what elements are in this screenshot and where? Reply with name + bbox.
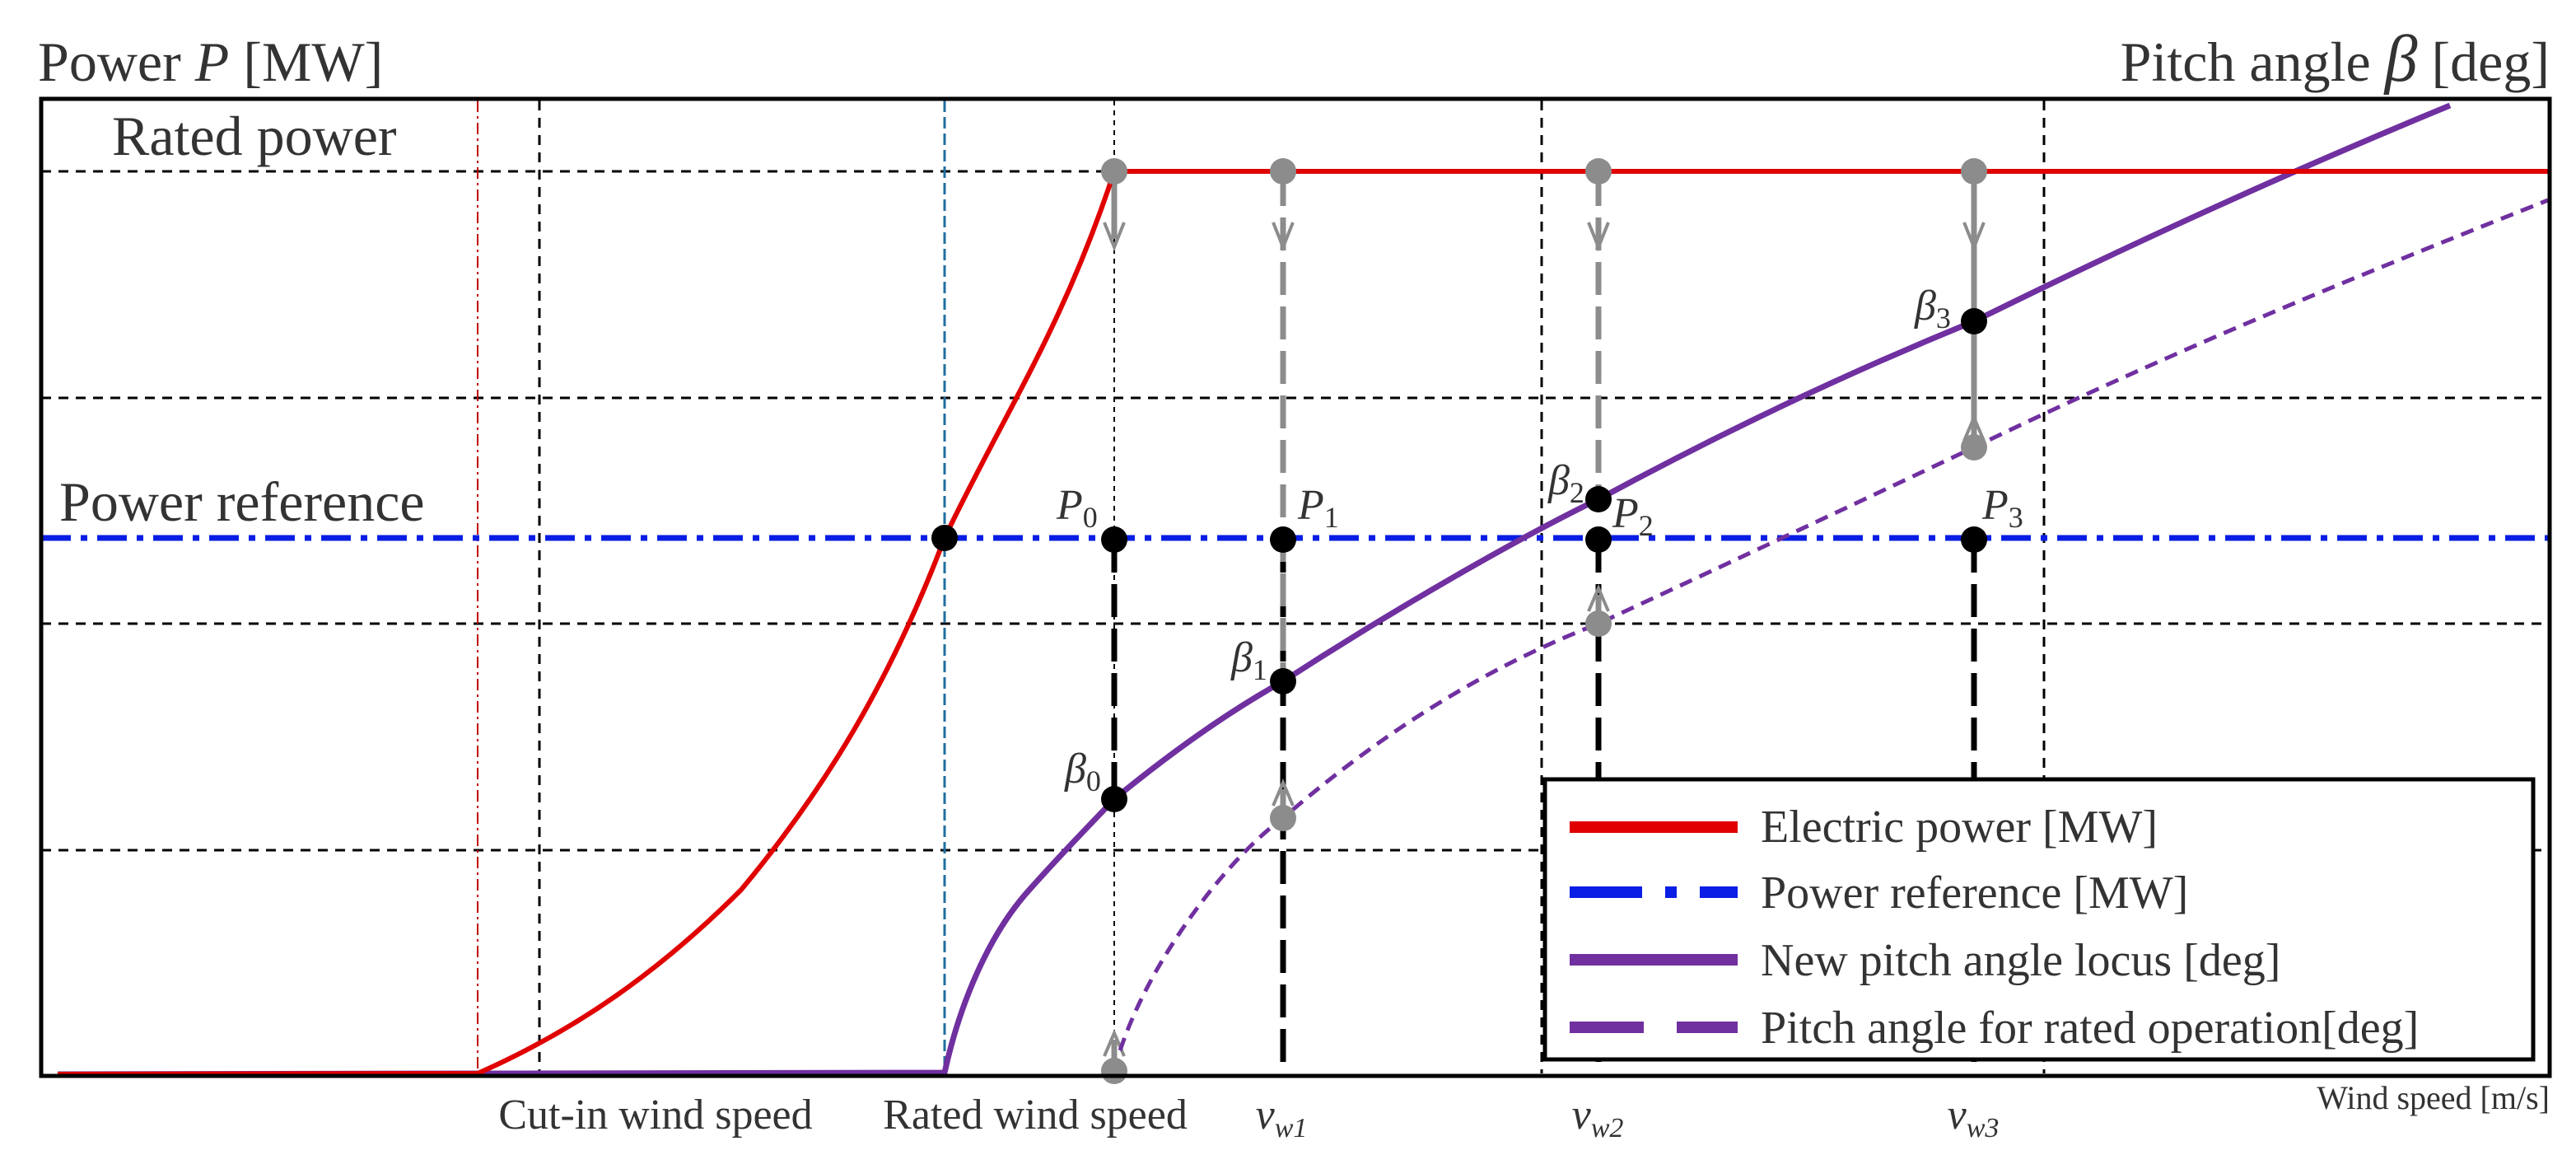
plot-frame: [39, 96, 2552, 1078]
legend-label-rated-pitch: Pitch angle for rated operation[deg]: [1761, 1003, 2419, 1054]
label-p1: P1: [1297, 482, 1339, 534]
label-p3: P3: [1981, 482, 2023, 534]
rated-power-label-bg: [99, 103, 445, 167]
label-p2: P2: [1612, 490, 1654, 542]
arrowhead-p2: [1587, 222, 1610, 252]
rated-power-label: Rated power: [112, 105, 397, 167]
x-tick-rated: Rated wind speed: [883, 1092, 1188, 1139]
x-tick-vw2: vw2: [1572, 1092, 1624, 1143]
electric-power-curve: [57, 169, 2548, 1077]
point-beta0: [1101, 786, 1127, 812]
rated-pitch-point-3: [1961, 434, 1987, 461]
point-labels: P0 P1 P2 P3 β0 β1 β2 β3: [1056, 283, 2023, 797]
arrowhead-up-b3: [1962, 413, 1986, 442]
vertical-gridlines: [538, 101, 2046, 1073]
rated-speed-point: [931, 525, 958, 551]
label-beta1: β1: [1230, 634, 1267, 686]
power-reference-label: Power reference: [59, 470, 425, 533]
arrowhead-up-b1: [1272, 778, 1295, 807]
arrowhead-p1: [1272, 222, 1295, 252]
point-beta2: [1585, 486, 1612, 512]
point-p0: [1101, 526, 1127, 553]
point-beta3: [1961, 308, 1987, 334]
label-beta3: β3: [1914, 283, 1951, 334]
point-p2: [1585, 526, 1612, 553]
arrowhead-p0: [1103, 222, 1126, 252]
rated-point-p0: [1101, 158, 1127, 185]
x-tick-cut-in: Cut-in wind speed: [498, 1092, 812, 1139]
legend-label-power-reference: Power reference [MW]: [1761, 867, 2188, 919]
rated-point-p1: [1270, 158, 1296, 185]
legend-label-pitch-locus: New pitch angle locus [deg]: [1761, 935, 2280, 986]
gray-markers: [1101, 158, 1987, 1084]
x-tick-vw3: vw3: [1948, 1092, 2000, 1143]
label-beta2: β2: [1547, 457, 1584, 509]
rated-point-p2: [1585, 158, 1612, 185]
point-p3: [1961, 526, 1987, 553]
power-reference-label-bg: [49, 470, 469, 534]
point-p1: [1270, 526, 1296, 553]
y-left-axis-title: Power P [MW]: [38, 30, 383, 93]
x-axis-labels: Cut-in wind speed Rated wind speed vw1 v…: [498, 1079, 2550, 1143]
legend: Electric power [MW] Power reference [MW]…: [1542, 777, 2536, 1062]
rated-pitch-point-0: [1101, 1058, 1127, 1084]
label-p0: P0: [1056, 482, 1098, 534]
y-right-axis-title: Pitch angle β [deg]: [2121, 23, 2550, 96]
arrowhead-p3: [1962, 222, 1986, 252]
black-markers: [931, 308, 1987, 812]
rated-point-p3: [1961, 158, 1987, 185]
x-tick-vw1: vw1: [1256, 1092, 1308, 1143]
rated-pitch-point-1: [1270, 805, 1296, 831]
pitch-locus-curve: [57, 102, 2452, 1078]
arrowhead-up-b2: [1587, 583, 1610, 612]
x-axis-title: Wind speed [m/s]: [2317, 1079, 2550, 1116]
point-beta1: [1270, 668, 1296, 694]
label-beta0: β0: [1064, 746, 1101, 797]
legend-label-electric-power: Electric power [MW]: [1761, 802, 2158, 853]
rated-pitch-point-2: [1585, 610, 1612, 637]
